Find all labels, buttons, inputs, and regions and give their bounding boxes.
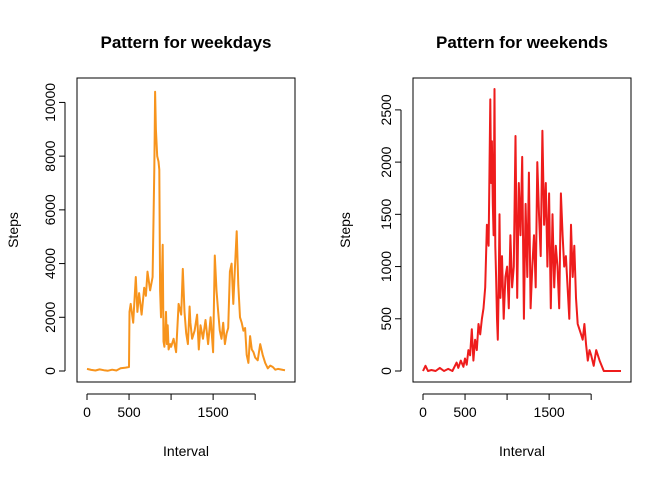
y-tick-label: 0: [378, 367, 394, 375]
series-line: [86, 90, 286, 372]
x-tick-label: 500: [117, 404, 141, 420]
y-tick-label: 1000: [378, 251, 394, 282]
weekday-chart-panel: Pattern for weekdays 0 500 1500 0 2000 4000 6…: [5, 33, 296, 459]
x-tick-label: 0: [419, 404, 427, 420]
y-tick-label: 1500: [378, 199, 394, 230]
x-axis-label: Interval: [499, 443, 545, 459]
y-tick-label: 0: [42, 367, 58, 375]
chart-title: Pattern for weekends: [436, 33, 608, 52]
y-axis-label: Steps: [5, 212, 21, 248]
y-tick-label: 10000: [42, 83, 58, 122]
y-tick-label: 4000: [42, 248, 58, 279]
plot-frame: [412, 77, 632, 383]
y-tick-label: 2000: [42, 302, 58, 333]
y-axis: 0 2000 4000 6000 8000 10000: [42, 83, 66, 375]
series-layer: [422, 88, 621, 372]
y-tick-label: 2500: [378, 94, 394, 125]
x-axis: 0 500 1500: [419, 393, 592, 420]
y-tick-label: 8000: [42, 140, 58, 171]
x-tick-label: 0: [83, 404, 91, 420]
y-tick-label: 500: [378, 307, 394, 331]
x-tick-label: 500: [453, 404, 477, 420]
y-axis-label: Steps: [337, 212, 353, 248]
chart-title: Pattern for weekdays: [100, 33, 271, 52]
plot-frame: [76, 77, 296, 383]
weekend-chart-panel: Pattern for weekends 0 500 1500 0 500 1000 15…: [337, 33, 632, 459]
series-line: [422, 88, 621, 372]
x-axis: 0 500 1500: [83, 393, 256, 420]
y-axis: 0 500 1000 1500 2000 2500: [378, 94, 402, 375]
y-tick-label: 6000: [42, 194, 58, 225]
x-tick-label: 1500: [534, 404, 565, 420]
x-tick-label: 1500: [198, 404, 229, 420]
x-axis-label: Interval: [163, 443, 209, 459]
series-layer: [86, 90, 286, 372]
y-tick-label: 2000: [378, 146, 394, 177]
